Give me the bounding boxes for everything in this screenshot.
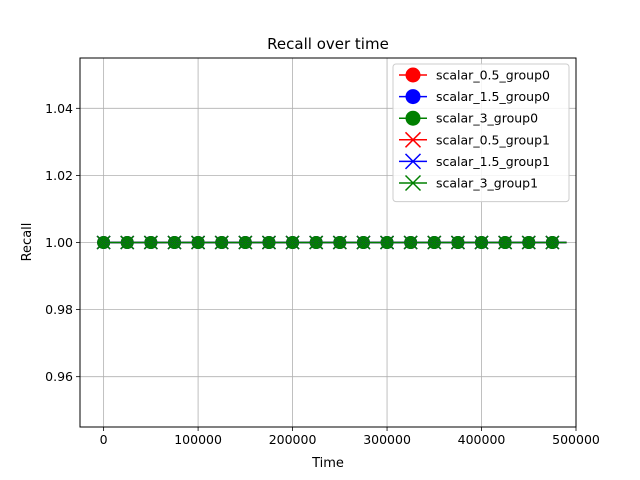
plot-data <box>96 235 567 250</box>
legend-entry: scalar_3_group0 <box>399 110 538 126</box>
data-point-scalar_3_group1 <box>309 235 324 250</box>
legend-entry: scalar_3_group1 <box>399 174 538 192</box>
x-tick-label: 100000 <box>174 432 222 447</box>
data-point-scalar_3_group1-stroke-b <box>498 235 513 250</box>
data-point-scalar_3_group1 <box>238 235 253 250</box>
data-point-scalar_3_group1-stroke-b <box>427 235 442 250</box>
legend-marker-scalar_3_group0 <box>405 110 421 126</box>
data-point-scalar_3_group1-stroke-b <box>450 235 465 250</box>
data-point-scalar_3_group1-stroke-b <box>120 235 135 250</box>
y-tick-label: 1.04 <box>45 101 73 116</box>
legend: scalar_0.5_group0 scalar_1.5_group0scalar… <box>392 63 570 203</box>
data-point-scalar_3_group1-stroke-b <box>545 235 560 250</box>
data-point-scalar_3_group1-stroke-b <box>309 235 324 250</box>
legend-label: scalar_0.5_group1 <box>436 132 550 147</box>
legend-marker-scalar_1.5_group0 <box>405 89 421 105</box>
legend-entry: scalar_0.5_group0 <box>399 67 550 83</box>
legend-marker-scalar_1.5_group1 <box>404 153 422 170</box>
data-point-scalar_3_group1-stroke-b <box>356 235 371 250</box>
legend-label: scalar_1.5_group0 <box>436 89 550 104</box>
legend-marker-scalar_0.5_group1 <box>404 131 422 148</box>
y-tick-label: 1.00 <box>45 235 73 250</box>
y-tick-label: 1.02 <box>45 168 73 183</box>
data-point-scalar_3_group1-stroke-b <box>285 235 300 250</box>
x-tick-label: 200000 <box>269 432 317 447</box>
x-axis-label: Time <box>311 456 344 471</box>
data-point-scalar_3_group1 <box>380 235 395 250</box>
legend-marker-scalar_0.5_group1-stroke-b <box>404 131 422 148</box>
data-point-scalar_3_group1 <box>545 235 560 250</box>
data-point-scalar_3_group1-stroke-b <box>332 235 347 250</box>
y-axis-label: Recall <box>20 223 35 262</box>
data-point-scalar_3_group1-stroke-b <box>403 235 418 250</box>
legend-marker-scalar_1.5_group1-stroke-b <box>404 153 422 170</box>
x-tick-label: 400000 <box>458 432 506 447</box>
legend-entry: scalar_1.5_group0 <box>399 89 550 105</box>
data-point-scalar_3_group1-stroke-b <box>238 235 253 250</box>
data-point-scalar_3_group1-stroke-b <box>191 235 206 250</box>
data-point-scalar_3_group1 <box>356 235 371 250</box>
legend-box <box>392 63 570 203</box>
data-point-scalar_3_group1 <box>285 235 300 250</box>
data-point-scalar_3_group1 <box>191 235 206 250</box>
legend-marker-scalar_3_group1 <box>404 174 422 192</box>
data-point-scalar_3_group1 <box>474 235 489 250</box>
data-point-scalar_3_group1-stroke-b <box>521 235 536 250</box>
data-point-scalar_3_group1 <box>521 235 536 250</box>
data-point-scalar_3_group1 <box>332 235 347 250</box>
data-point-scalar_3_group1 <box>96 235 111 250</box>
data-point-scalar_3_group1 <box>427 235 442 250</box>
x-tick-label: 0 <box>100 432 108 447</box>
data-point-scalar_3_group1-stroke-b <box>96 235 111 250</box>
axis-ticks: 0 100000 200000 300000 400000 500000 0.96 0.98 1… <box>45 101 600 447</box>
data-point-scalar_3_group1-stroke-b <box>214 235 229 250</box>
data-point-scalar_3_group1-stroke-b <box>261 235 276 250</box>
data-point-scalar_3_group1 <box>261 235 276 250</box>
legend-entry: scalar_0.5_group1 <box>399 131 550 148</box>
data-point-scalar_3_group1 <box>498 235 513 250</box>
data-point-scalar_3_group1 <box>143 235 158 250</box>
legend-entry: scalar_1.5_group1 <box>399 153 550 170</box>
data-point-scalar_3_group1 <box>214 235 229 250</box>
data-point-scalar_3_group1-stroke-b <box>474 235 489 250</box>
data-point-scalar_3_group1 <box>450 235 465 250</box>
data-point-scalar_3_group1 <box>120 235 135 250</box>
legend-marker-scalar_0.5_group0 <box>405 67 421 83</box>
x-tick-label: 500000 <box>552 432 600 447</box>
data-point-scalar_3_group1 <box>403 235 418 250</box>
y-tick-label: 0.98 <box>45 302 73 317</box>
data-point-scalar_3_group1-stroke-b <box>167 235 182 250</box>
y-tick-label: 0.96 <box>45 369 73 384</box>
legend-label: scalar_0.5_group0 <box>436 68 550 83</box>
chart-title: Recall over time <box>267 35 389 53</box>
x-tick-label: 300000 <box>363 432 411 447</box>
data-point-scalar_3_group1 <box>167 235 182 250</box>
legend-label: scalar_3_group1 <box>436 176 538 191</box>
data-point-scalar_3_group1-stroke-b <box>143 235 158 250</box>
legend-label: scalar_1.5_group1 <box>436 154 550 169</box>
legend-marker-scalar_3_group1-stroke-b <box>404 174 422 192</box>
data-point-scalar_3_group1-stroke-b <box>380 235 395 250</box>
legend-label: scalar_3_group0 <box>436 111 538 126</box>
